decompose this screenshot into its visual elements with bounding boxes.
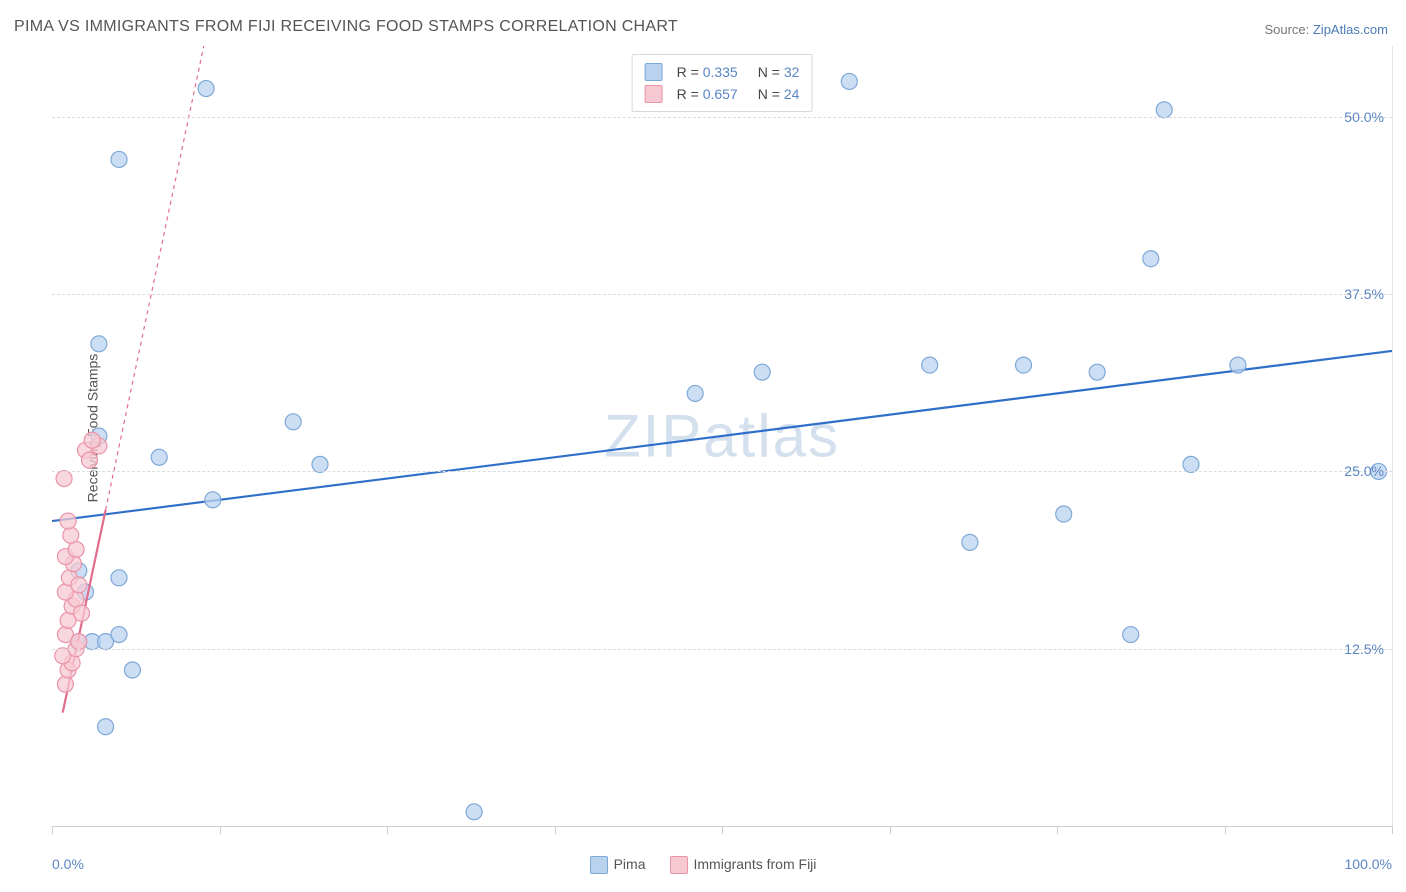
data-point [962, 534, 978, 550]
data-point [205, 492, 221, 508]
y-tick-label: 12.5% [1344, 641, 1384, 657]
gridline-h [52, 294, 1392, 295]
plot-area: ZIPatlas R = 0.335N = 32R = 0.657N = 24 … [52, 46, 1393, 827]
y-tick-label: 25.0% [1344, 463, 1384, 479]
data-point [1089, 364, 1105, 380]
x-tick-mark [722, 826, 723, 834]
gridline-h [52, 471, 1392, 472]
data-point [111, 627, 127, 643]
legend-swatch [645, 63, 663, 81]
data-point [71, 634, 87, 650]
data-point [60, 513, 76, 529]
x-tick-mark [1057, 826, 1058, 834]
data-point [198, 81, 214, 97]
legend-swatch [590, 856, 608, 874]
correlation-legend: R = 0.335 N = 32 R = 0.657 N = 24 [632, 54, 813, 112]
legend-label: Pima [614, 856, 646, 872]
gridline-h [52, 649, 1392, 650]
data-point [91, 336, 107, 352]
data-point [1056, 506, 1072, 522]
data-point [1016, 357, 1032, 373]
legend-label: Immigrants from Fiji [694, 856, 817, 872]
x-tick-mark [52, 826, 53, 834]
y-tick-label: 50.0% [1344, 109, 1384, 125]
data-point [1123, 627, 1139, 643]
source-link[interactable]: ZipAtlas.com [1313, 22, 1388, 37]
data-point [1230, 357, 1246, 373]
correlation-legend-row: R = 0.335 N = 32 [645, 61, 800, 83]
data-point [841, 73, 857, 89]
x-tick-mark [555, 826, 556, 834]
legend-swatch [645, 85, 663, 103]
chart-svg [52, 46, 1392, 826]
data-point [57, 676, 73, 692]
x-tick-mark [1392, 826, 1393, 834]
gridline-h [52, 117, 1392, 118]
y-tick-label: 37.5% [1344, 286, 1384, 302]
data-point [111, 151, 127, 167]
data-point [466, 804, 482, 820]
correlation-legend-row: R = 0.657 N = 24 [645, 83, 800, 105]
data-point [98, 719, 114, 735]
data-point [687, 385, 703, 401]
data-point [63, 527, 79, 543]
legend-r: R = 0.657 [677, 86, 738, 102]
data-point [124, 662, 140, 678]
series-legend-item: Immigrants from Fiji [670, 856, 817, 874]
chart-title: PIMA VS IMMIGRANTS FROM FIJI RECEIVING F… [14, 18, 678, 36]
data-point [151, 449, 167, 465]
source-label: Source: ZipAtlas.com [1264, 22, 1388, 37]
data-point [1143, 251, 1159, 267]
series-legend: Pima Immigrants from Fiji [0, 856, 1406, 874]
x-tick-mark [387, 826, 388, 834]
data-point [73, 605, 89, 621]
legend-n: N = 24 [758, 86, 800, 102]
data-point [111, 570, 127, 586]
x-tick-mark [890, 826, 891, 834]
data-point [1156, 102, 1172, 118]
legend-swatch [670, 856, 688, 874]
legend-n: N = 32 [758, 64, 800, 80]
series-legend-item: Pima [590, 856, 646, 874]
data-point [922, 357, 938, 373]
data-point [71, 577, 87, 593]
legend-r: R = 0.335 [677, 64, 738, 80]
data-point [56, 471, 72, 487]
data-point [84, 432, 100, 448]
data-point [754, 364, 770, 380]
data-point [285, 414, 301, 430]
data-point [1183, 456, 1199, 472]
x-tick-mark [220, 826, 221, 834]
data-point [82, 452, 98, 468]
x-tick-mark [1225, 826, 1226, 834]
source-prefix: Source: [1264, 22, 1312, 37]
data-point [312, 456, 328, 472]
